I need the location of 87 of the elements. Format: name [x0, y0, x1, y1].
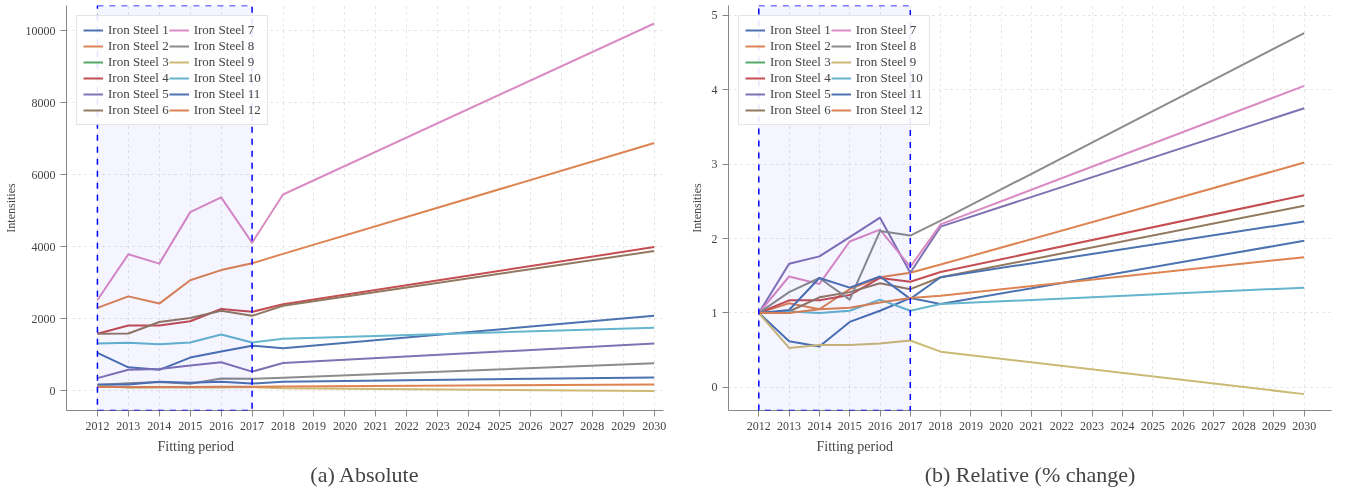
y-tick-label: 2 — [711, 231, 718, 246]
legend-label: Iron Steel 8 — [855, 38, 917, 54]
legend-label: Iron Steel 11 — [193, 86, 261, 102]
legend-label: Iron Steel 3 — [770, 54, 831, 70]
legend-label: Iron Steel 2 — [770, 38, 831, 54]
y-tick-label: 4 — [711, 82, 718, 97]
x-tick-label: 2029 — [1261, 418, 1286, 433]
legend-label: Iron Steel 12 — [855, 102, 923, 118]
x-tick-label: 2019 — [301, 418, 326, 433]
x-tick-label: 2013 — [116, 418, 141, 433]
y-axis-title: Intensities — [689, 183, 704, 233]
legend-label: Iron Steel 1 — [108, 22, 169, 38]
x-tick-label: 2020 — [989, 418, 1014, 433]
x-tick-label: 2017 — [898, 418, 923, 433]
x-tick-label: 2018 — [271, 418, 296, 433]
y-tick-label: 1 — [711, 305, 718, 320]
text: (a) Absolute — [310, 461, 419, 487]
legend-label: Iron Steel 7 — [855, 22, 917, 38]
y-axis-title: Intensities — [3, 183, 18, 233]
x-tick-label: 2022 — [394, 418, 419, 433]
x-tick-label: 2016 — [209, 418, 234, 433]
band-label: Fitting period — [816, 438, 894, 454]
x-tick-label: 2023 — [425, 418, 450, 433]
band-label: Fitting period — [157, 438, 235, 454]
x-tick-label: 2025 — [487, 418, 512, 433]
y-tick-label: 0 — [49, 383, 56, 398]
line-series — [96, 314, 656, 371]
line-series — [96, 342, 656, 380]
legend-label: Iron Steel 12 — [193, 102, 261, 118]
y-tick-label: 3 — [711, 157, 718, 172]
x-tick-label: 2027 — [1201, 418, 1226, 433]
x-tick-label: 2028 — [580, 418, 605, 433]
x-tick-label: 2016 — [868, 418, 893, 433]
line-series — [96, 326, 656, 346]
x-tick-label: 2028 — [1231, 418, 1256, 433]
legend-label: Iron Steel 5 — [770, 86, 831, 102]
y-tick-label: 5 — [711, 8, 718, 23]
x-tick-label: 2015 — [837, 418, 862, 433]
y-tick-label: 10000 — [25, 23, 56, 38]
x-tick-label: 2017 — [240, 418, 265, 433]
y-tick-label: 0 — [711, 380, 718, 395]
x-tick-label: 2020 — [332, 418, 357, 433]
x-tick-label: 2022 — [1049, 418, 1074, 433]
x-tick-label: 2018 — [928, 418, 953, 433]
legend-label: Iron Steel 5 — [108, 86, 169, 102]
x-tick-label: 2021 — [363, 418, 388, 433]
x-tick-label: 2014 — [147, 418, 172, 433]
legend-label: Iron Steel 11 — [855, 86, 923, 102]
legend-label: Iron Steel 1 — [770, 22, 831, 38]
y-tick-label: 2000 — [31, 311, 56, 326]
legend-label: Iron Steel 7 — [193, 22, 255, 38]
legend-label: Iron Steel 6 — [108, 102, 169, 118]
legend-label: Iron Steel 4 — [770, 70, 831, 86]
legend-label: Iron Steel 2 — [108, 38, 169, 54]
y-tick-label: 8000 — [31, 95, 56, 110]
x-tick-label: 2024 — [1110, 418, 1135, 433]
legend-label: Iron Steel 6 — [770, 102, 831, 118]
x-tick-label: 2012 — [746, 418, 771, 433]
x-tick-label: 2015 — [178, 418, 203, 433]
x-tick-label: 2029 — [611, 418, 636, 433]
legend-label: Iron Steel 9 — [193, 54, 255, 70]
line-series — [96, 22, 656, 301]
x-tick-label: 2023 — [1080, 418, 1105, 433]
x-tick-label: 2019 — [958, 418, 983, 433]
y-tick-label: 6000 — [31, 167, 56, 182]
x-tick-label: 2026 — [518, 418, 543, 433]
y-tick-label: 4000 — [31, 239, 56, 254]
legend-label: Iron Steel 9 — [855, 54, 917, 70]
x-tick-label: 2021 — [1019, 418, 1044, 433]
x-tick-label: 2027 — [549, 418, 574, 433]
legend-label: Iron Steel 10 — [193, 70, 261, 86]
legend-label: Iron Steel 8 — [193, 38, 255, 54]
x-tick-label: 2030 — [1292, 418, 1317, 433]
x-tick-label: 2026 — [1171, 418, 1196, 433]
line-series — [757, 311, 1306, 396]
text: (b) Relative (% change) — [924, 461, 1136, 487]
x-tick-label: 2013 — [777, 418, 802, 433]
line-series — [96, 376, 656, 386]
legend-label: Iron Steel 10 — [855, 70, 923, 86]
x-tick-label: 2012 — [85, 418, 110, 433]
legend-label: Iron Steel 3 — [108, 54, 169, 70]
line-series — [96, 142, 656, 309]
x-tick-label: 2030 — [642, 418, 667, 433]
x-tick-label: 2014 — [807, 418, 832, 433]
x-tick-label: 2024 — [456, 418, 481, 433]
legend-label: Iron Steel 4 — [108, 70, 169, 86]
x-tick-label: 2025 — [1140, 418, 1165, 433]
